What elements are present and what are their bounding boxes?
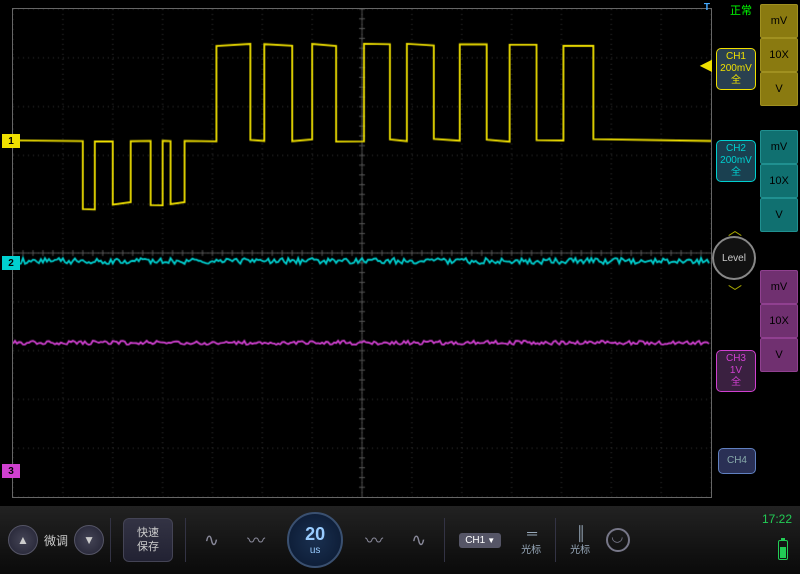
trigger-position-marker: T: [704, 2, 710, 13]
wave-expand-icon[interactable]: ∿: [411, 530, 426, 551]
right-panel: T 正常 ◀ CH1 200mV 全 mV 10X V CH2 200mV 全 …: [715, 0, 800, 500]
ch3-mv-button[interactable]: mV: [760, 270, 798, 304]
quick-save-button[interactable]: 快速 保存: [123, 518, 173, 562]
cursor-v-icon: ║: [576, 525, 584, 541]
wave-zoom-out-icon[interactable]: 〰: [247, 527, 265, 553]
ch2-mv-button[interactable]: mV: [760, 130, 798, 164]
ch2-unit-buttons: mV 10X V: [760, 130, 798, 232]
ch1-marker[interactable]: 1: [2, 134, 20, 148]
ch2-v-button[interactable]: V: [760, 198, 798, 232]
divider: [444, 518, 445, 562]
ch3-coupling: 全: [717, 377, 755, 389]
level-down-icon: ﹀: [728, 282, 742, 302]
divider: [110, 518, 111, 562]
battery-icon: [778, 540, 788, 560]
level-label: Level: [722, 253, 746, 264]
divider: [185, 518, 186, 562]
ch1-badge[interactable]: CH1 200mV 全: [716, 48, 756, 90]
waveform-canvas: [13, 9, 711, 497]
trigger-level-knob[interactable]: Level: [712, 236, 756, 280]
oscilloscope-display: 1 2 3: [12, 8, 712, 498]
ch4-badge[interactable]: CH4: [718, 448, 756, 474]
fine-tune-label: 微调: [44, 532, 68, 549]
bottom-toolbar: ▲ 微调 ▼ 快速 保存 ∿ 〰 20 us 〰 ∿ CH1 ▼ ═ 光标 ║ …: [0, 506, 800, 574]
acquisition-status: 正常: [730, 2, 752, 18]
cursor-h-icon: ═: [527, 525, 535, 541]
ch2-badge[interactable]: CH2 200mV 全: [716, 140, 756, 182]
ch2-marker[interactable]: 2: [2, 256, 20, 270]
ch1-mv-button[interactable]: mV: [760, 4, 798, 38]
ch1-v-button[interactable]: V: [760, 72, 798, 106]
wave-compress-icon[interactable]: ∿: [204, 530, 219, 551]
chevron-down-icon: ▼: [487, 536, 495, 545]
ch3-marker[interactable]: 3: [2, 464, 20, 478]
timebase-knob[interactable]: 20 us: [287, 512, 343, 568]
ch3-label: CH3: [717, 353, 755, 365]
ch4-label: CH4: [719, 455, 755, 467]
ch1-unit-buttons: mV 10X V: [760, 4, 798, 106]
wave-zoom-in-icon[interactable]: 〰: [365, 527, 383, 553]
clock-display: 17:22: [762, 512, 792, 526]
ch1-coupling: 全: [717, 75, 755, 87]
ch1-label: CH1: [717, 51, 755, 63]
cursor-h-button[interactable]: ═ 光标: [521, 525, 541, 556]
ch1-scale: 200mV: [717, 63, 755, 75]
ch2-label: CH2: [717, 143, 755, 155]
ch3-v-button[interactable]: V: [760, 338, 798, 372]
timebase-value: 20: [305, 524, 325, 545]
ch2-scale: 200mV: [717, 155, 755, 167]
ch2-coupling: 全: [717, 167, 755, 179]
trigger-level-arrow: ◀: [700, 55, 712, 75]
cursor-v-button[interactable]: ║ 光标: [570, 525, 590, 556]
ch2-probe-button[interactable]: 10X: [760, 164, 798, 198]
display-settings-button[interactable]: [606, 528, 630, 552]
nav-up-button[interactable]: ▲: [8, 525, 38, 555]
channel-select-button[interactable]: CH1 ▼: [459, 533, 501, 548]
ch3-scale: 1V: [717, 365, 755, 377]
ch1-probe-button[interactable]: 10X: [760, 38, 798, 72]
nav-down-button[interactable]: ▼: [74, 525, 104, 555]
ch3-probe-button[interactable]: 10X: [760, 304, 798, 338]
divider: [555, 518, 556, 562]
ch3-badge[interactable]: CH3 1V 全: [716, 350, 756, 392]
ch3-unit-buttons: mV 10X V: [760, 270, 798, 372]
timebase-unit: us: [310, 545, 321, 556]
